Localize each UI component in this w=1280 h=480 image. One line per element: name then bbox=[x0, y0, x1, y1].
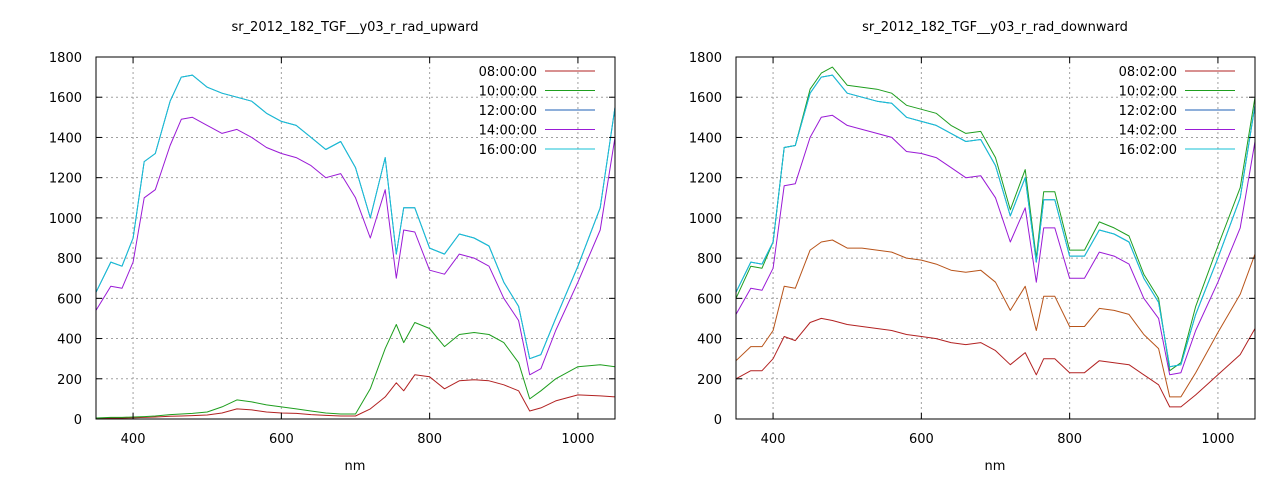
legend-label: 10:02:00 bbox=[1119, 85, 1177, 100]
legend-label: 16:00:00 bbox=[479, 143, 537, 158]
y-tick-label: 400 bbox=[697, 333, 722, 348]
y-tick-label: 600 bbox=[697, 292, 722, 307]
y-tick-label: 1600 bbox=[49, 91, 82, 106]
y-tick-label: 600 bbox=[57, 292, 82, 307]
y-tick-label: 1800 bbox=[49, 51, 82, 66]
y-tick-label: 1600 bbox=[689, 91, 722, 106]
series-line bbox=[95, 74, 616, 360]
y-tick-label: 200 bbox=[697, 373, 722, 388]
x-tick-label: 400 bbox=[761, 432, 786, 447]
legend-label: 14:02:00 bbox=[1119, 124, 1177, 139]
y-tick-label: 400 bbox=[57, 333, 82, 348]
series-line bbox=[735, 66, 1256, 372]
x-tick-label: 600 bbox=[909, 432, 934, 447]
series-line bbox=[735, 239, 1256, 398]
legend-label: 12:02:00 bbox=[1119, 104, 1177, 119]
legend-label: 08:00:00 bbox=[479, 65, 537, 80]
x-tick-label: 400 bbox=[121, 432, 146, 447]
y-tick-label: 1800 bbox=[689, 51, 722, 66]
series-line bbox=[735, 114, 1256, 376]
y-tick-label: 1200 bbox=[49, 172, 82, 187]
y-tick-label: 200 bbox=[57, 373, 82, 388]
x-axis-label: nm bbox=[985, 459, 1006, 474]
series-line bbox=[735, 74, 1256, 368]
series-line bbox=[95, 116, 616, 376]
y-tick-label: 0 bbox=[74, 413, 82, 428]
y-tick-label: 1000 bbox=[49, 212, 82, 227]
series-line bbox=[95, 74, 616, 360]
x-tick-label: 1000 bbox=[1201, 432, 1234, 447]
y-tick-label: 1200 bbox=[689, 172, 722, 187]
legend-label: 16:02:00 bbox=[1119, 143, 1177, 158]
x-tick-label: 800 bbox=[1057, 432, 1082, 447]
y-tick-label: 1400 bbox=[689, 131, 722, 146]
chart-title: sr_2012_182_TGF__y03_r_rad_upward bbox=[231, 20, 478, 35]
legend-label: 08:02:00 bbox=[1119, 65, 1177, 80]
y-tick-label: 0 bbox=[714, 413, 722, 428]
x-tick-label: 1000 bbox=[561, 432, 594, 447]
series-line bbox=[95, 374, 616, 419]
y-tick-label: 800 bbox=[57, 252, 82, 267]
chart-downward: sr_2012_182_TGF__y03_r_rad_downward nm 4… bbox=[689, 20, 1256, 474]
x-axis-label: nm bbox=[345, 459, 366, 474]
series-line bbox=[95, 322, 616, 419]
x-tick-label: 600 bbox=[269, 432, 294, 447]
y-tick-label: 800 bbox=[697, 252, 722, 267]
y-tick-label: 1400 bbox=[49, 131, 82, 146]
legend-label: 12:00:00 bbox=[479, 104, 537, 119]
legend-label: 14:00:00 bbox=[479, 124, 537, 139]
chart-title: sr_2012_182_TGF__y03_r_rad_downward bbox=[862, 20, 1128, 35]
series-line bbox=[735, 74, 1256, 368]
series-line bbox=[735, 317, 1256, 408]
x-tick-label: 800 bbox=[417, 432, 442, 447]
legend-label: 10:00:00 bbox=[479, 85, 537, 100]
y-tick-label: 1000 bbox=[689, 212, 722, 227]
plot-frame bbox=[95, 56, 616, 420]
chart-upward: sr_2012_182_TGF__y03_r_rad_upward nm 400… bbox=[49, 20, 616, 474]
plot-frame bbox=[735, 56, 1256, 420]
